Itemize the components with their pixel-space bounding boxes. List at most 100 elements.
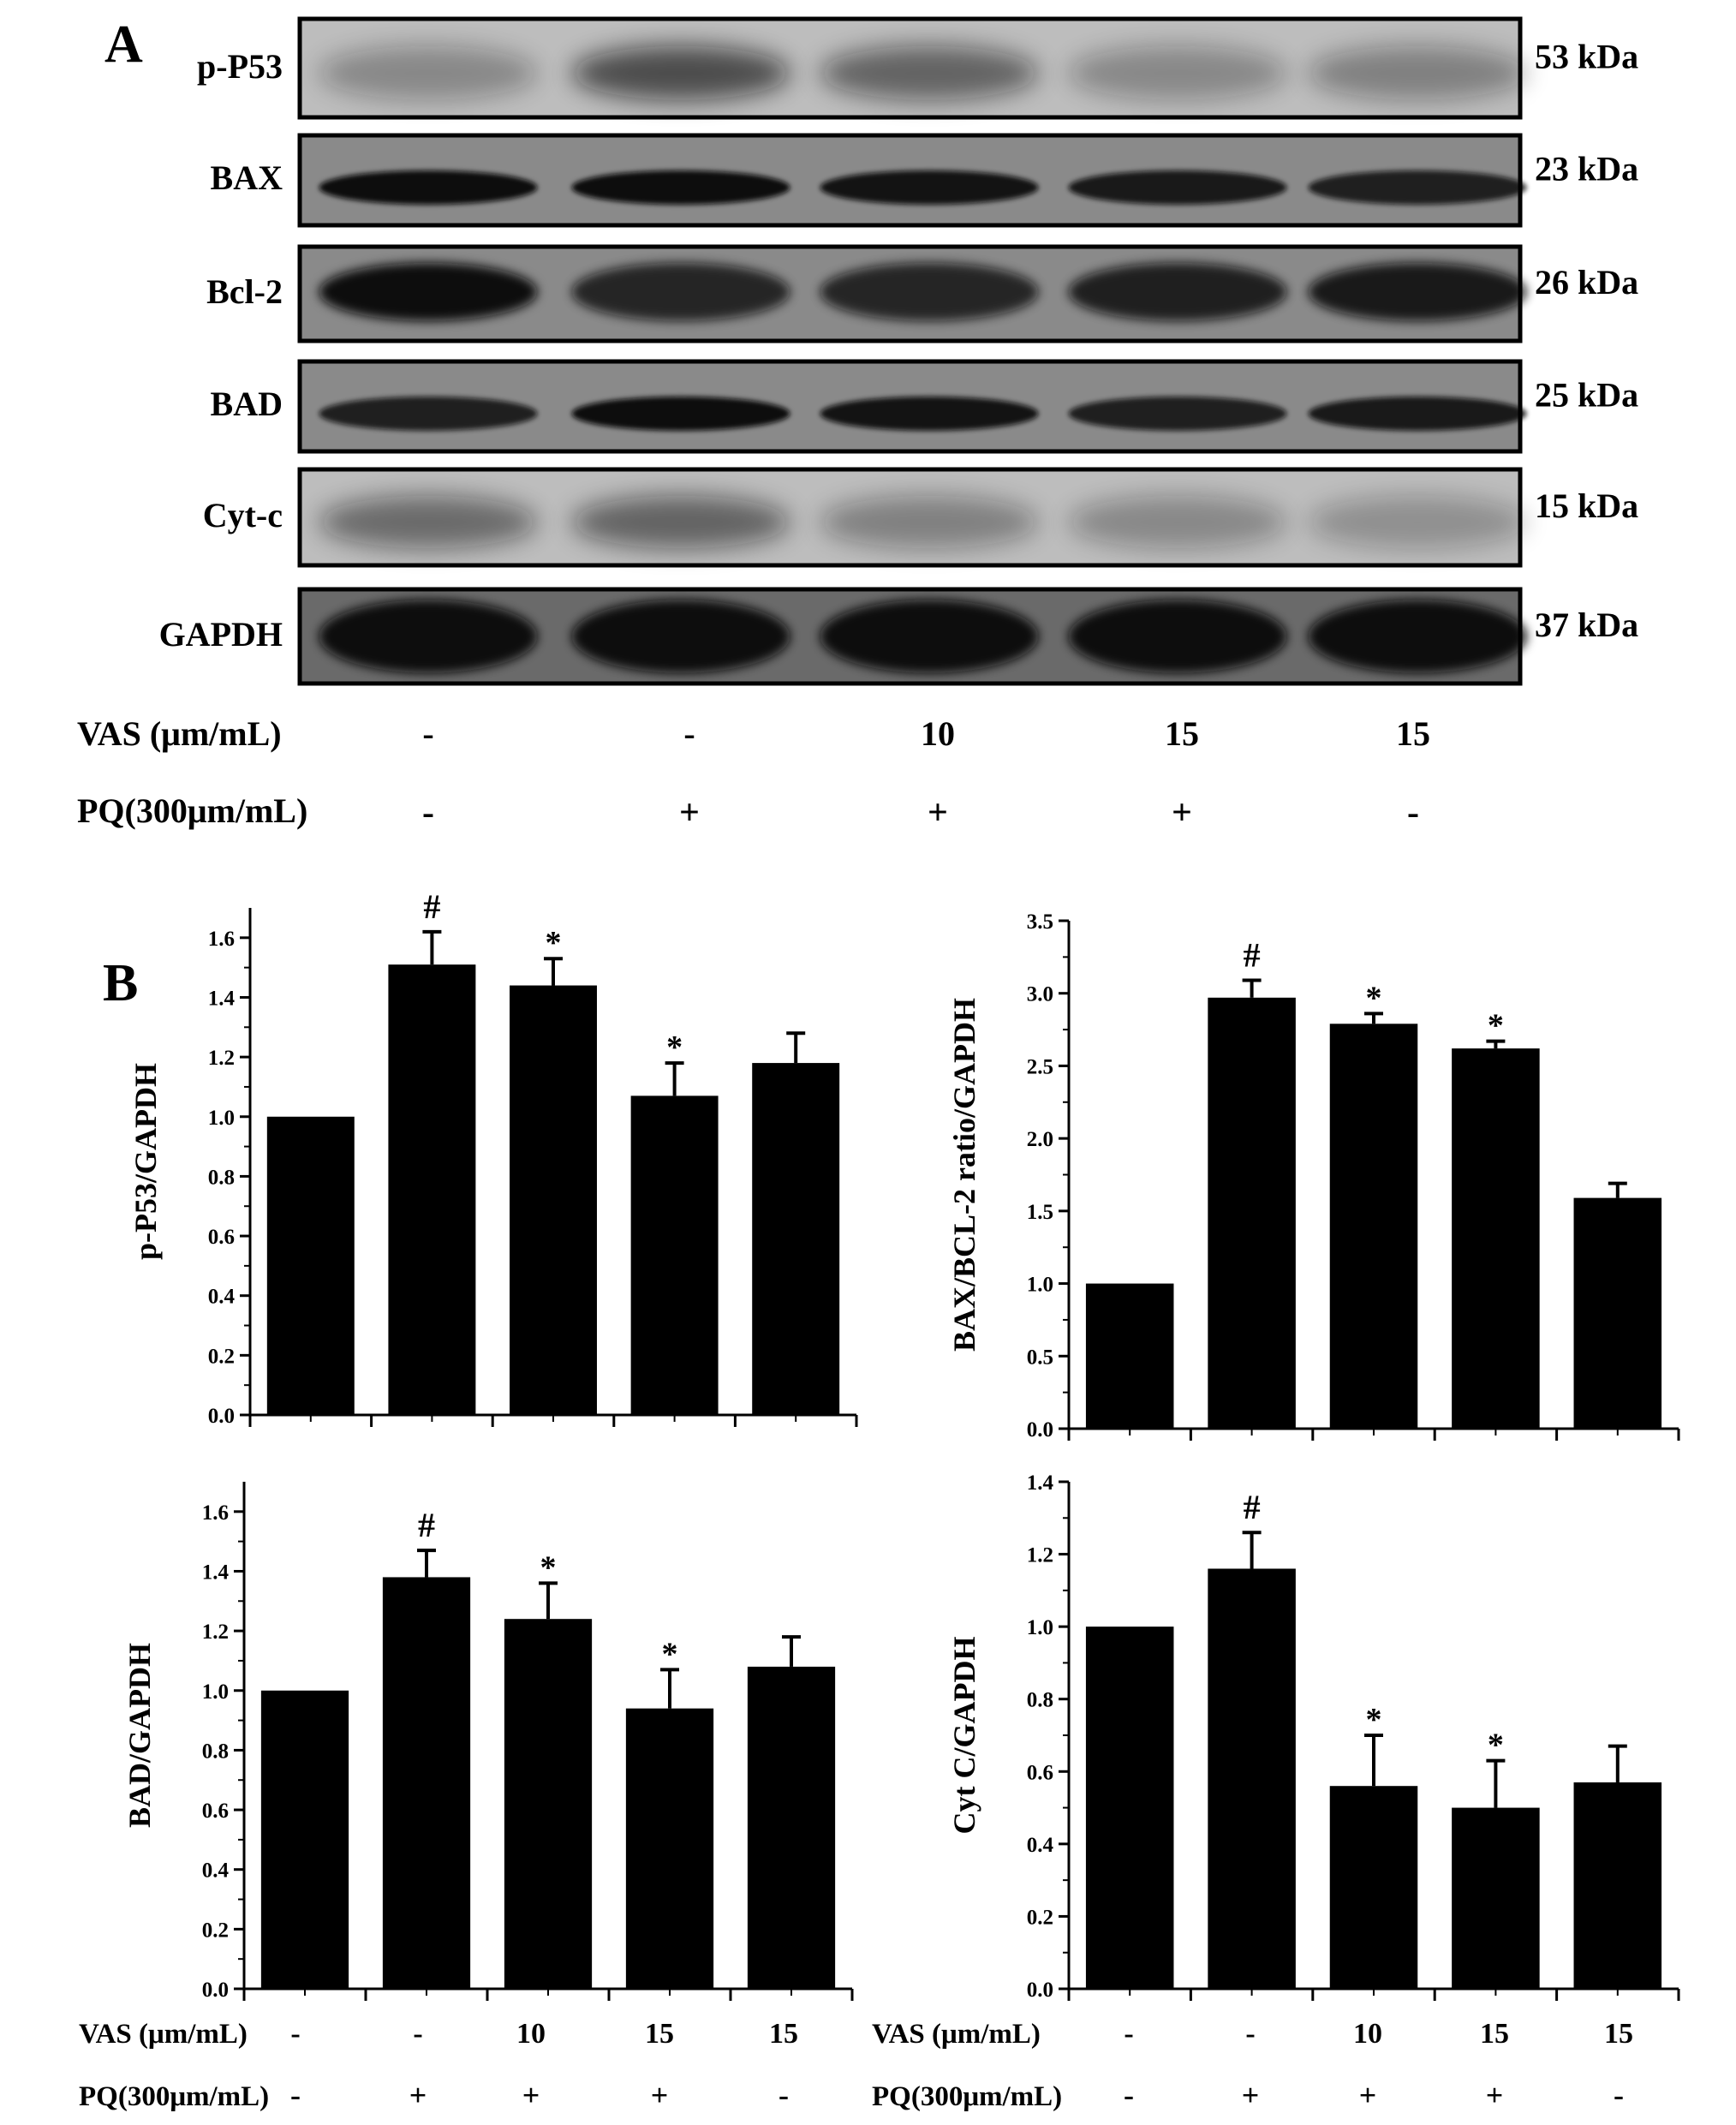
bar [504,1619,593,1989]
panel-b-vas-value: - [290,2018,300,2050]
blot-cyt-c: Cyt-c 15 kDa [203,467,1638,568]
panel-b-letter: B [103,954,138,1012]
y-tick-label: 1.4 [202,1561,230,1584]
panel-b-pq-value: - [290,2078,301,2112]
blot-band [571,396,790,431]
blot-band [319,396,538,431]
significance-mark: # [418,1506,435,1544]
y-tick-label: 1.0 [208,1107,235,1130]
panel-b-pq-value: - [1124,2078,1134,2112]
panel-b-pq-value: - [779,2078,789,2112]
significance-mark: * [1366,980,1382,1016]
panel-a-letter: A [104,15,143,74]
blot-size-label: 15 kDa [1535,486,1638,525]
panel-b-pq-label: PQ(300μm/mL) [79,2081,269,2112]
bar [1208,997,1296,1429]
panel-b-vas-value: - [1124,2018,1133,2050]
blot-band [1308,262,1527,321]
panel-a-pq-value: + [928,793,948,833]
blot-band [319,45,538,100]
blot-band [319,600,538,673]
panel-b-treatment-table-2: VAS (μm/mL) PQ(300μm/mL) - - 10 15 15 - + + + - [872,2018,1633,2112]
panel-b-vas-value: 15 [645,2018,674,2050]
panel-b-pq-value: + [1242,2078,1260,2112]
blot-band [1068,170,1287,205]
panel-b-pq-value: + [1486,2078,1504,2112]
panel-b-vas-value: 15 [1480,2018,1509,2050]
blot-frame [297,359,1523,454]
blot-band [1308,396,1527,431]
blot-band [571,170,790,205]
bar [388,964,476,1415]
significance-mark: * [540,1549,557,1585]
panel-b-pq-value: + [1359,2078,1377,2112]
blot-band [820,495,1039,549]
panel-b-pq-value: + [409,2078,427,2112]
significance-mark: * [546,925,562,961]
blot-band [1308,600,1527,673]
bar [510,985,597,1415]
bar [747,1666,836,1989]
y-tick-label: 1.2 [208,1047,235,1070]
y-tick-label: 2.0 [1027,1128,1053,1151]
y-tick-label: 0.2 [208,1345,235,1368]
bar [630,1095,719,1415]
blot-frame [297,16,1523,120]
panel-b-pq-value: + [522,2078,540,2112]
significance-mark: # [423,887,440,926]
blot-band [1308,170,1527,205]
blot-band [1068,396,1287,431]
chart-4: 0.0 0.2 0.4 0.6 0.8 1.0 1.2 1.4 # * * Cyt C/GAPDH [947,1471,1680,2002]
blot-band [571,45,790,100]
significance-mark: * [662,1636,678,1672]
y-tick-label: 1.0 [202,1680,229,1704]
panel-b-vas-value: 15 [1604,2018,1633,2050]
y-tick-label: 1.4 [208,987,236,1010]
y-tick-label: 1.0 [1027,1616,1053,1639]
y-tick-label: 0.5 [1027,1346,1053,1369]
significance-mark: * [1366,1702,1382,1738]
blot-band [1308,45,1527,100]
panel-a-vas-value: 10 [921,714,955,753]
blot-frame [297,244,1523,343]
blot-band [820,45,1039,100]
blot-band [319,495,538,549]
blot-band [1068,45,1287,100]
bar [1085,1627,1174,1989]
blot-band [571,600,790,673]
panel-b-pq-value: + [651,2078,669,2112]
panel-a-treatment-table: VAS (μm/mL) PQ(300μm/mL) - - 10 15 15 - + + + - [77,714,1430,833]
blot-protein-label: BAX [211,158,283,197]
panel-a-pq-label: PQ(300μm/mL) [77,791,307,830]
blot-band [571,262,790,321]
y-tick-label: 2.5 [1027,1055,1053,1078]
bar [1452,1048,1540,1429]
panel-b-pq-label: PQ(300μm/mL) [872,2081,1062,2112]
blot-frame [297,467,1523,568]
panel-a-vas-value: 15 [1396,714,1430,753]
blot-band [1308,495,1527,549]
blot-band [571,495,790,549]
bar [382,1577,471,1989]
y-axis-title: BAD/GAPDH [122,1643,157,1828]
y-tick-label: 0.6 [208,1226,235,1249]
blot-band [319,170,538,205]
y-axis-title: p-P53/GAPDH [128,1063,163,1260]
y-tick-label: 0.6 [202,1800,229,1823]
significance-mark: * [1488,1008,1504,1044]
blot-band [820,262,1039,321]
bar [1573,1197,1662,1429]
panel-b-treatment-table-1: VAS (μm/mL)PQ(300μm/mL)- -10 15 15- + + + - [79,2018,798,2112]
panel-a-vas-value: - [683,714,695,753]
panel-b-vas-label: VAS (μm/mL) [79,2019,248,2050]
panel-b-pq-value: - [1614,2078,1624,2112]
bar [1329,1024,1418,1429]
y-tick-label: 0.8 [202,1740,229,1763]
bar [1452,1807,1540,1989]
panel-a-pq-value: - [1407,793,1419,833]
panel-b-vas-label: VAS (μm/mL) [872,2019,1041,2050]
y-axis-title: Cyt C/GAPDH [947,1637,981,1835]
y-tick-label: 0.0 [1027,1979,1053,2002]
panel-b-vas-value: 15 [769,2018,798,2050]
bar [266,1116,355,1415]
